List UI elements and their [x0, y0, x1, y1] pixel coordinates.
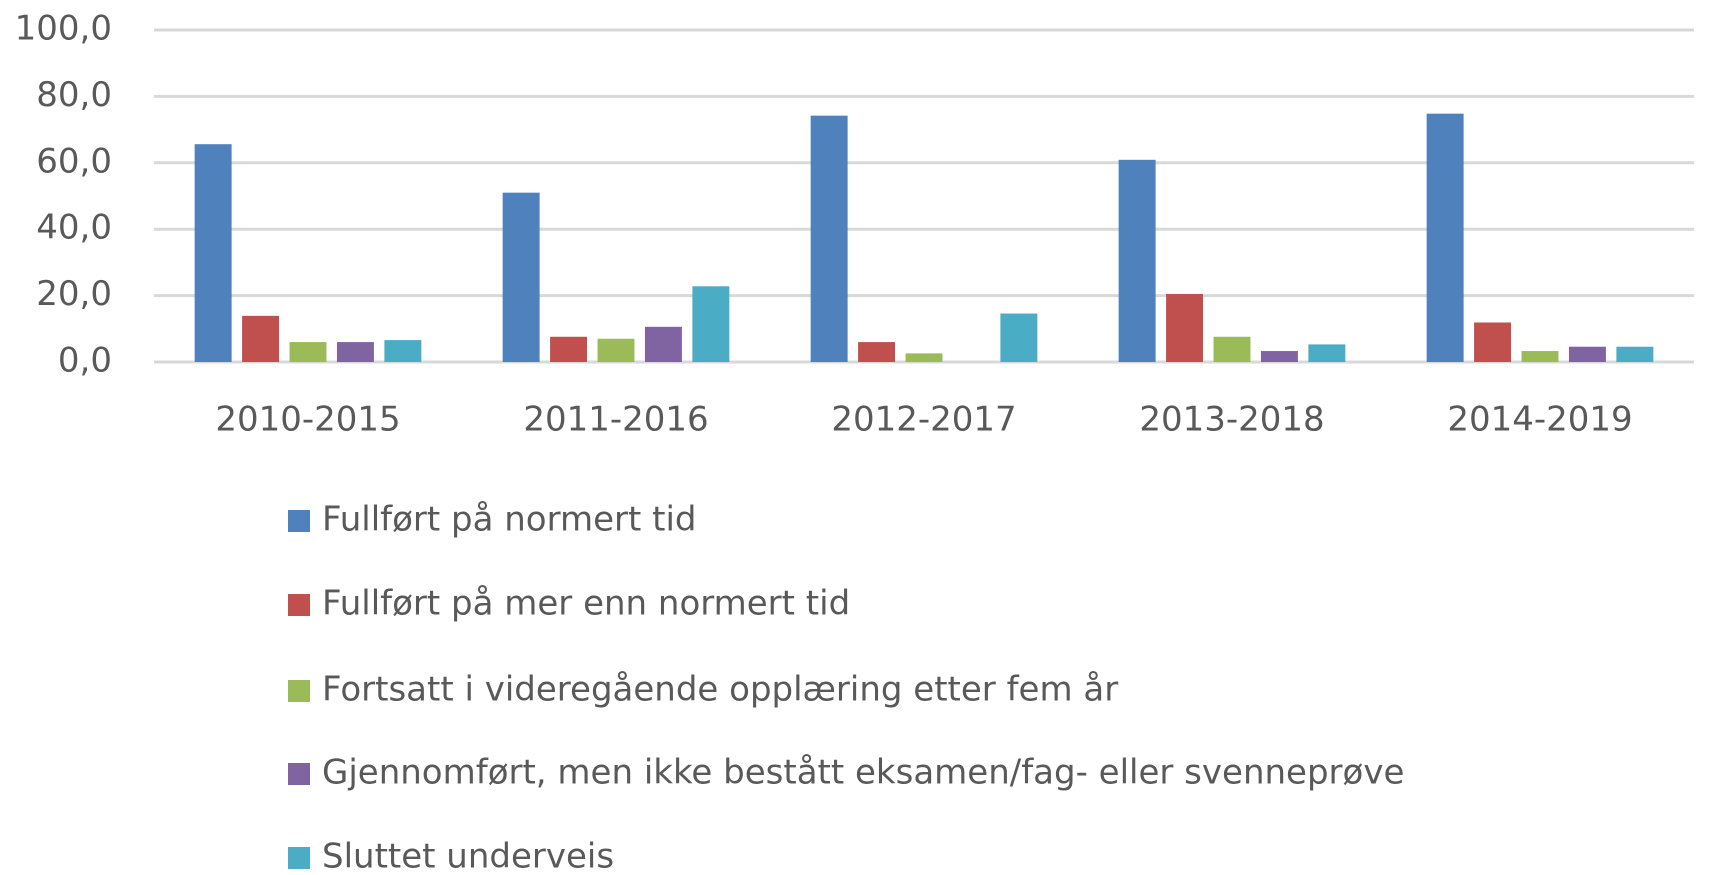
bar [1521, 351, 1559, 362]
x-tick-label: 2012-2017 [831, 400, 1016, 440]
legend-label: Fullført på mer enn normert tid [322, 584, 850, 624]
bar [1000, 313, 1038, 362]
bar [810, 115, 848, 362]
legend-label: Gjennomført, men ikke bestått eksamen/fa… [322, 753, 1404, 793]
bar [905, 353, 943, 362]
legend-label: Fullført på normert tid [322, 500, 697, 540]
bar [858, 342, 896, 362]
bar [242, 315, 280, 362]
bar [1474, 322, 1512, 362]
bar [1260, 351, 1298, 362]
y-tick-label: 40,0 [36, 208, 112, 248]
x-tick-label: 2013-2018 [1139, 400, 1324, 440]
x-tick-label: 2011-2016 [523, 400, 708, 440]
x-tick-label: 2010-2015 [215, 400, 400, 440]
bar [1118, 159, 1156, 362]
legend-swatch [288, 510, 310, 532]
bar [644, 326, 682, 362]
y-tick-label: 80,0 [36, 75, 112, 115]
legend-swatch [288, 847, 310, 869]
bar [550, 336, 588, 362]
x-tick-label: 2014-2019 [1447, 400, 1632, 440]
bar [1616, 346, 1654, 362]
legend-swatch [288, 594, 310, 616]
bar [336, 342, 374, 362]
bar [194, 144, 232, 362]
bar [384, 340, 422, 362]
bar [289, 342, 327, 362]
legend-swatch [288, 763, 310, 785]
bar [1166, 293, 1204, 362]
bar [1426, 113, 1464, 362]
legend-label: Sluttet underveis [322, 837, 614, 875]
bar [1213, 336, 1251, 362]
legend-label: Fortsatt i videregående opplæring etter … [322, 670, 1118, 710]
bar [597, 338, 635, 362]
bar [1568, 346, 1606, 362]
bar [502, 192, 540, 362]
y-tick-label: 100,0 [15, 9, 112, 49]
legend-swatch [288, 680, 310, 702]
y-tick-label: 0,0 [58, 341, 112, 381]
bar [692, 286, 730, 362]
y-tick-label: 20,0 [36, 274, 112, 314]
y-tick-label: 60,0 [36, 141, 112, 181]
bar [1308, 344, 1346, 362]
